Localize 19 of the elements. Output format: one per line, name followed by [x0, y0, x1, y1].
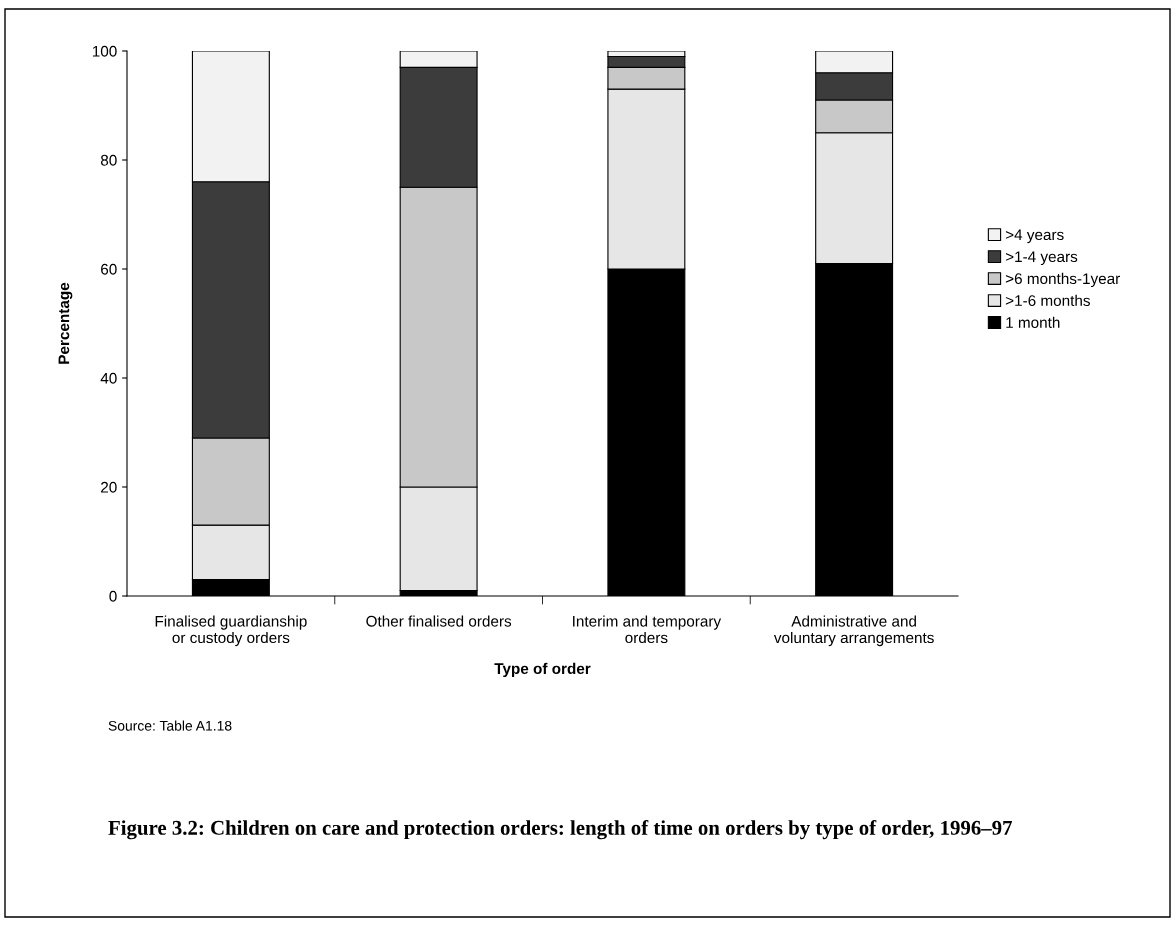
source-note: Source: Table A1.18 — [108, 720, 232, 731]
y-tick-label: 100 — [92, 45, 117, 57]
legend-label: >4 years — [1005, 229, 1064, 244]
legend-label: >1-6 months — [1005, 294, 1090, 306]
y-tick-label: 80 — [100, 154, 117, 166]
y-tick-label: 0 — [109, 590, 117, 602]
text: Figure 3.2: Children on care and protection orders: length of time on orders by type of order, 1996–97 — [108, 820, 1012, 840]
x-axis-title: Type of order — [494, 662, 591, 678]
y-tick-label: 40 — [100, 372, 117, 384]
x-tick-label: Administrative and voluntary arrangements — [773, 615, 934, 647]
y-tick-label: 60 — [101, 263, 117, 275]
x-tick-label: Interim and temporary orders — [573, 615, 722, 644]
legend-label: >6 months-1year — [1005, 272, 1120, 288]
x-tick-label: Finalised guardianship or custody orders — [155, 615, 307, 647]
y-axis-title: Percentage — [58, 282, 73, 364]
y-tick-label: 20 — [101, 481, 117, 493]
legend-label: 1 month — [1006, 316, 1060, 328]
legend-label: >1-4 years — [1005, 251, 1078, 266]
x-tick-label: Other finalised orders — [366, 615, 512, 627]
